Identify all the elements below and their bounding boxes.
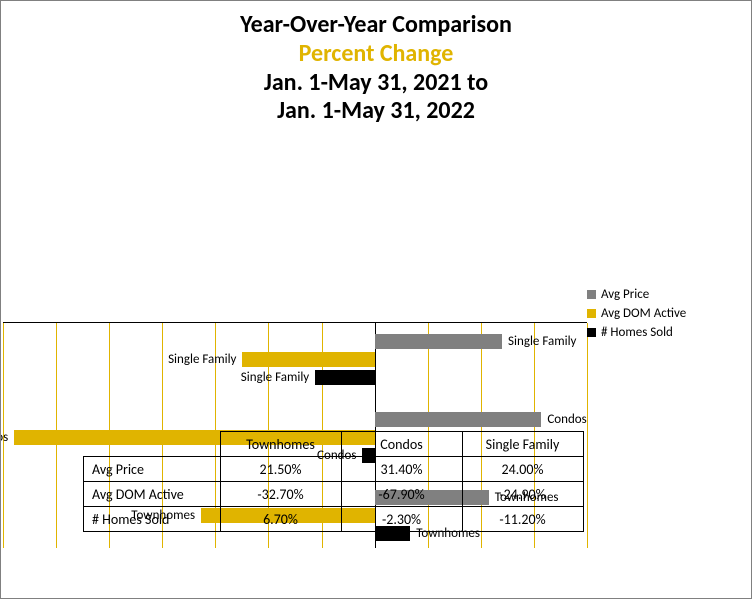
bar-label: Single Family [168,352,236,367]
data-table: TownhomesCondosSingle FamilyAvg Price21.… [83,431,584,532]
title-line-3: Jan. 1-May 31, 2021 to [1,69,751,98]
chart-title-block: Year-Over-Year Comparison Percent Change… [1,11,751,126]
bar [375,334,502,349]
title-line-1: Year-Over-Year Comparison [1,11,751,40]
table-cell: 31.40% [341,457,462,482]
legend-label: # Homes Sold [601,325,673,340]
table-row-label: Avg Price [84,457,221,482]
table-column-header: Townhomes [220,432,341,457]
legend-swatch [587,328,596,337]
legend-item: # Homes Sold [587,325,686,340]
table-row: # Homes Sold6.70%-2.30%-11.20% [84,507,584,532]
legend-item: Avg DOM Active [587,306,686,321]
title-line-4: Jan. 1-May 31, 2022 [1,97,751,126]
bar-label: Condos [547,412,586,427]
legend-swatch [587,290,596,299]
table-cell: -11.20% [462,507,583,532]
legend-label: Avg Price [601,287,649,302]
legend-item: Avg Price [587,287,686,302]
legend-label: Avg DOM Active [601,306,686,321]
bar [315,370,374,385]
gridline [587,323,588,548]
bar [375,412,542,427]
bar-label: Single Family [508,334,576,349]
table-blank-cell [84,432,221,457]
table-column-header: Condos [341,432,462,457]
table-cell: -2.30% [341,507,462,532]
bar-label: Condos [0,430,8,445]
table-cell: -67.90% [341,482,462,507]
bar [242,352,374,367]
table-cell: -24.90% [462,482,583,507]
table-cell: 24.00% [462,457,583,482]
chart-frame: Year-Over-Year Comparison Percent Change… [0,0,752,599]
legend: Avg Price Avg DOM Active # Homes Sold [587,283,686,344]
table-row: Avg Price21.50%31.40%24.00% [84,457,584,482]
table-column-header: Single Family [462,432,583,457]
title-line-2: Percent Change [1,40,751,69]
legend-swatch [587,309,596,318]
table-row-label: # Homes Sold [84,507,221,532]
table-cell: 6.70% [220,507,341,532]
table-cell: 21.50% [220,457,341,482]
table-cell: -32.70% [220,482,341,507]
table-row-label: Avg DOM Active [84,482,221,507]
bar-label: Single Family [241,370,309,385]
table-header-row: TownhomesCondosSingle Family [84,432,584,457]
table-row: Avg DOM Active-32.70%-67.90%-24.90% [84,482,584,507]
